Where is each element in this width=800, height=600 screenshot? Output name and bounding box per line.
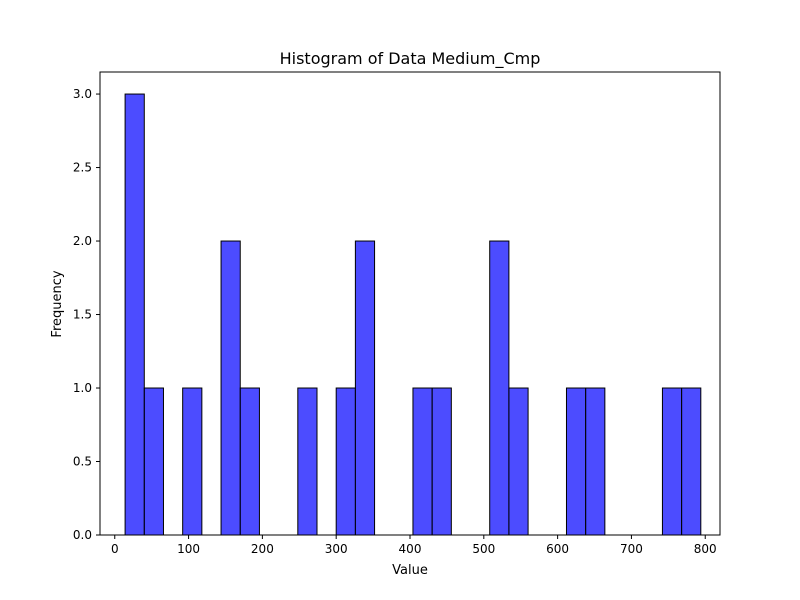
x-tick-label: 100: [177, 542, 200, 556]
histogram-bars: [124, 93, 702, 536]
histogram-bar: [220, 240, 241, 536]
x-tick-label: 500: [472, 542, 495, 556]
x-axis-ticks: 0 100 200 300 400 500 600 700 800: [111, 535, 717, 556]
x-tick-label: 400: [399, 542, 422, 556]
x-tick-label: 0: [111, 542, 119, 556]
histogram-bar: [412, 387, 433, 536]
y-axis-label: Frequency: [50, 270, 65, 337]
histogram-bar: [335, 387, 356, 536]
histogram-bar: [661, 387, 683, 536]
chart-title: Histogram of Data Medium_Cmp: [280, 49, 541, 69]
y-tick-label: 3.0: [73, 87, 92, 101]
x-tick-label: 300: [325, 542, 348, 556]
y-tick-label: 1.0: [73, 381, 92, 395]
y-tick-label: 2.5: [73, 161, 92, 175]
y-tick-label: 0.0: [73, 528, 92, 542]
histogram-bar: [585, 387, 606, 536]
histogram-bar: [143, 387, 164, 536]
x-tick-label: 700: [620, 542, 643, 556]
histogram-bar: [297, 387, 318, 536]
histogram-bar: [681, 387, 702, 536]
histogram-bar: [508, 387, 529, 536]
y-axis-ticks: 0.0 0.5 1.0 1.5 2.0 2.5 3.0: [73, 87, 100, 542]
histogram-bar: [565, 387, 587, 536]
plot-frame: [99, 71, 721, 536]
histogram-bar: [431, 387, 452, 536]
y-tick-label: 0.5: [73, 455, 92, 469]
x-tick-label: 800: [694, 542, 717, 556]
histogram-bar: [239, 387, 260, 536]
y-tick-label: 2.0: [73, 234, 92, 248]
x-tick-label: 200: [251, 542, 274, 556]
y-tick-label: 1.5: [73, 308, 92, 322]
histogram-bar: [124, 93, 145, 536]
histogram-bar: [182, 387, 203, 536]
histogram-bar: [354, 240, 376, 536]
x-tick-label: 600: [546, 542, 569, 556]
histogram-bar: [489, 240, 510, 536]
x-axis-label: Value: [392, 563, 428, 578]
